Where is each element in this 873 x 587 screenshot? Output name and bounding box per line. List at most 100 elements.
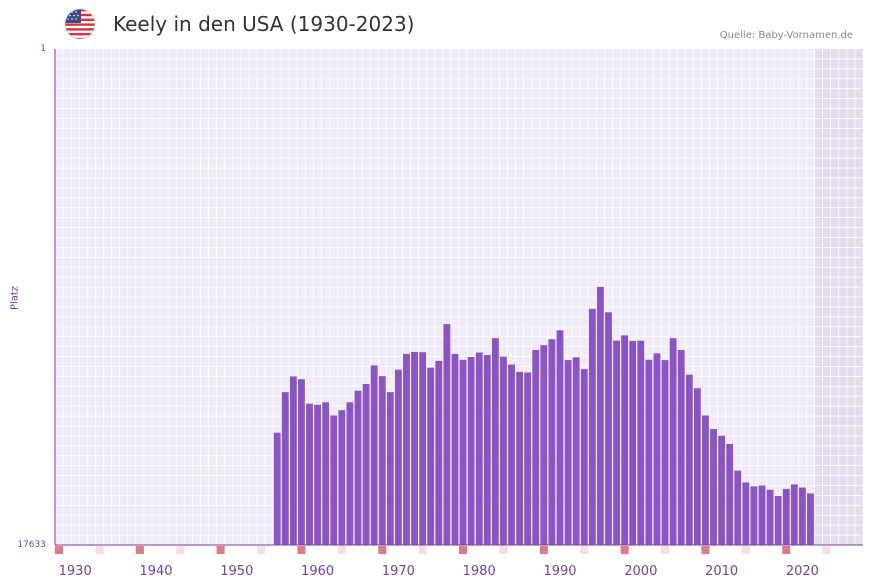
x-tick-label-1940: 1940	[139, 564, 172, 579]
year-marker-1993	[580, 546, 589, 554]
us-flag-icon	[64, 8, 96, 40]
bar-1981	[483, 355, 491, 545]
bar-1995	[596, 286, 604, 545]
bar-1969	[386, 392, 394, 545]
year-marker-1953	[257, 546, 266, 554]
bar-2020	[798, 487, 806, 545]
x-tick-label-2000: 2000	[624, 564, 657, 579]
year-marker-1963	[337, 546, 346, 554]
x-tick-label-1980: 1980	[463, 564, 496, 579]
bar-1978	[459, 359, 467, 545]
bar-1988	[540, 345, 548, 545]
bar-1968	[378, 376, 386, 545]
year-marker-1973	[418, 546, 427, 554]
year-marker-1958	[297, 546, 306, 554]
bar-1976	[443, 324, 451, 545]
bar-2014	[750, 486, 758, 545]
year-marker-1988	[539, 546, 548, 554]
bar-1959	[306, 403, 313, 545]
bar-1962	[330, 415, 338, 545]
x-tick-label-1970: 1970	[382, 564, 415, 579]
bar-1979	[467, 357, 475, 545]
bar-1992	[572, 357, 580, 545]
bar-1974	[427, 367, 435, 545]
bar-2000	[637, 340, 645, 545]
year-marker-2018	[782, 546, 791, 554]
year-marker-1978	[459, 546, 468, 554]
year-marker-1933	[95, 546, 104, 554]
bar-1970	[394, 369, 402, 545]
bar-1986	[524, 372, 532, 545]
bar-1966	[362, 384, 370, 545]
bar-2019	[790, 484, 798, 545]
bar-1990	[556, 330, 564, 545]
year-marker-1968	[378, 546, 387, 554]
year-marker-2023	[822, 546, 831, 554]
bar-1960	[314, 404, 322, 545]
bar-2021	[807, 493, 814, 545]
bar-1984	[508, 364, 515, 545]
bar-1971	[403, 353, 410, 545]
bar-1997	[613, 340, 620, 545]
bar-1999	[629, 340, 637, 545]
grid-lines	[54, 49, 864, 545]
bar-2006	[685, 374, 693, 545]
bar-1967	[370, 365, 378, 545]
year-marker-1943	[176, 546, 185, 554]
bar-1983	[500, 356, 507, 545]
bar-2001	[645, 359, 653, 545]
bar-1957	[289, 376, 297, 545]
y-tick-label-bottom: 17633	[17, 540, 46, 550]
bar-1965	[354, 390, 362, 545]
bar-2011	[726, 443, 734, 545]
source-credit: Quelle: Baby-Vornamen.de	[719, 30, 853, 41]
bar-1963	[338, 410, 346, 545]
year-marker-1938	[135, 546, 144, 554]
bar-1989	[548, 339, 556, 545]
bar-2002	[653, 353, 661, 545]
bar-1991	[564, 360, 572, 545]
x-tick-label-2010: 2010	[705, 564, 738, 579]
year-marker-2013	[741, 546, 750, 554]
bar-1955	[273, 432, 281, 545]
bar-1972	[411, 351, 418, 545]
bar-2003	[661, 360, 669, 545]
x-tick-label-1950: 1950	[220, 564, 253, 579]
bar-1977	[451, 353, 459, 545]
bar-1956	[281, 392, 289, 545]
bar-1975	[435, 360, 443, 545]
bar-1982	[491, 338, 499, 545]
year-marker-1948	[216, 546, 225, 554]
bar-2017	[774, 495, 782, 545]
bar-2018	[782, 488, 790, 545]
x-tick-label-2020: 2020	[786, 564, 819, 579]
year-marker-1983	[499, 546, 508, 554]
bar-2004	[669, 338, 677, 545]
year-marker-1928	[55, 546, 64, 554]
bar-1996	[605, 312, 612, 545]
bar-1994	[588, 308, 596, 545]
x-tick-label-1990: 1990	[543, 564, 576, 579]
bar-1958	[298, 379, 305, 545]
bar-2007	[693, 388, 701, 545]
year-marker-2003	[661, 546, 670, 554]
x-tick-labels: 1930 1940 1950 1960 1970 1980 1990 2000 2010 2020	[59, 564, 819, 579]
bar-2009	[710, 429, 717, 545]
bar-1998	[621, 335, 629, 545]
x-tick-label-1930: 1930	[59, 564, 92, 579]
x-tick-label-1960: 1960	[301, 564, 334, 579]
bar-2008	[702, 415, 709, 545]
bar-1973	[419, 352, 427, 545]
bar-1980	[475, 352, 483, 545]
year-markers	[55, 546, 831, 554]
bar-1993	[580, 369, 588, 545]
year-marker-1998	[620, 546, 629, 554]
y-tick-label-top: 1	[40, 44, 46, 54]
bar-1961	[322, 402, 330, 545]
bar-2016	[766, 489, 774, 545]
bar-2013	[742, 482, 750, 545]
year-marker-2008	[701, 546, 710, 554]
bar-1987	[532, 349, 540, 545]
bar-2015	[758, 485, 766, 545]
